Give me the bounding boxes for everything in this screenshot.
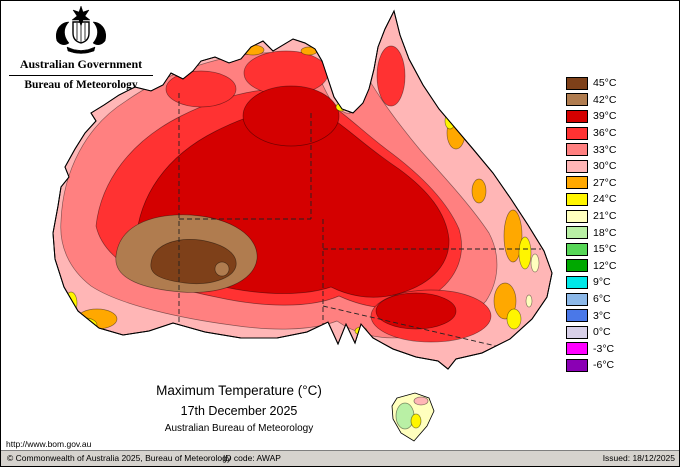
legend-item: 0°C (566, 324, 616, 341)
legend-label: 6°C (593, 293, 611, 306)
region-45 (150, 239, 237, 285)
legend-item: 21°C (566, 208, 616, 225)
region-27-qld-coast2 (471, 178, 487, 204)
legend-label: 24°C (593, 193, 617, 206)
legend-label: 39°C (593, 110, 617, 123)
tasmania-green (395, 402, 415, 430)
tasmania-yellow (410, 413, 422, 429)
legend-swatch (566, 76, 588, 90)
legend-label: 42°C (593, 93, 617, 106)
legend-label: -6°C (593, 359, 615, 372)
legend-swatch (566, 309, 588, 323)
legend-label: 0°C (593, 326, 611, 339)
region-36-capeyork (376, 45, 406, 107)
legend-label: 45°C (593, 77, 617, 90)
legend-swatch (566, 143, 588, 157)
bom-url: http://www.bom.gov.au (6, 439, 92, 449)
legend-label: 27°C (593, 176, 617, 189)
legend-swatch (566, 126, 588, 140)
legend-swatch (566, 109, 588, 123)
legend-label: -3°C (593, 342, 615, 355)
bureau-title: Bureau of Meteorology (24, 79, 138, 91)
legend-swatch (566, 192, 588, 206)
legend-item: 18°C (566, 224, 616, 241)
government-title: Australian Government (19, 57, 143, 71)
legend-swatch (566, 93, 588, 107)
legend-item: 27°C (566, 175, 616, 192)
tasmania-pink (413, 396, 429, 406)
legend-item: 33°C (566, 141, 616, 158)
legend-item: 12°C (566, 258, 616, 275)
region-24-east-coast (518, 236, 532, 270)
legend-swatch (566, 242, 588, 256)
legend-item: 30°C (566, 158, 616, 175)
id-code-text: ID code: AWAP (223, 453, 281, 463)
legend-item: 39°C (566, 108, 616, 125)
legend-label: 12°C (593, 259, 617, 272)
mainland-outline (52, 9, 553, 370)
tasmania (391, 392, 435, 442)
region-42-inner-spot (214, 261, 230, 277)
legend-item: 24°C (566, 191, 616, 208)
legend-item: -3°C (566, 341, 616, 358)
issued-text: Issued: 18/12/2025 (602, 453, 675, 463)
legend-label: 15°C (593, 243, 617, 256)
state-borders (178, 93, 541, 347)
region-36-kimberley (165, 70, 237, 108)
legend-item: 6°C (566, 291, 616, 308)
region-39-victoria (375, 292, 457, 330)
status-bar: © Commonwealth of Australia 2025, Bureau… (1, 450, 679, 466)
region-24-southwest (72, 317, 98, 333)
legend-swatch (566, 325, 588, 339)
legend-item: -6°C (566, 357, 616, 374)
legend: 45°C 42°C 39°C 36°C 33°C 30°C 27°C 24°C 21°C 18°C… (566, 75, 616, 374)
legend-label: 9°C (593, 276, 611, 289)
region-27-nsw-coast (493, 282, 517, 320)
legend-item: 36°C (566, 125, 616, 142)
legend-item: 15°C (566, 241, 616, 258)
legend-swatch (566, 226, 588, 240)
legend-swatch (566, 358, 588, 372)
legend-swatch (566, 159, 588, 173)
legend-item: 3°C (566, 307, 616, 324)
legend-label: 30°C (593, 160, 617, 173)
legend-label: 33°C (593, 143, 617, 156)
legend-label: 3°C (593, 309, 611, 322)
legend-swatch (566, 259, 588, 273)
bom-masthead: Australian Government Bureau of Meteorol… (5, 5, 157, 91)
map-date: 17th December 2025 (180, 404, 298, 418)
legend-item: 45°C (566, 75, 616, 92)
legend-label: 18°C (593, 226, 617, 239)
legend-swatch (566, 209, 588, 223)
legend-swatch (566, 292, 588, 306)
map-title: Maximum Temperature (°C) (156, 383, 322, 398)
legend-item: 9°C (566, 274, 616, 291)
legend-item: 42°C (566, 92, 616, 109)
copyright-text: © Commonwealth of Australia 2025, Bureau… (7, 453, 232, 463)
region-24-perth (64, 291, 78, 315)
region-24-nsw-coast (506, 308, 522, 330)
legend-swatch (566, 342, 588, 356)
temp-regions (60, 44, 541, 347)
coat-of-arms-icon (56, 5, 106, 54)
legend-label: 21°C (593, 210, 617, 223)
region-21-east-coast (530, 253, 540, 273)
region-21-coast2 (525, 294, 533, 308)
legend-swatch (566, 275, 588, 289)
legend-label: 36°C (593, 127, 617, 140)
map-attribution: Australian Bureau of Meteorology (164, 423, 314, 434)
masthead-divider (9, 75, 153, 76)
legend-swatch (566, 176, 588, 190)
region-39-nt (242, 85, 340, 147)
